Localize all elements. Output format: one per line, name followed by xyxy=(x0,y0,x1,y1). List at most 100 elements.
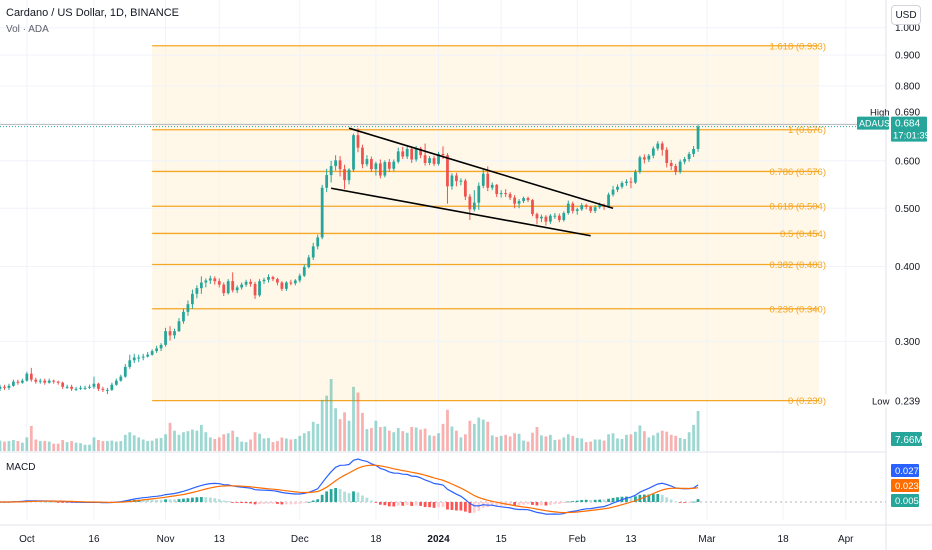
price-axis[interactable]: 0.300 0.400 0.500 0.600 0.800 0.900 1.000 High 0… xyxy=(857,23,930,507)
volume-bar xyxy=(267,437,270,451)
wedge-trend-line[interactable] xyxy=(330,187,591,237)
macd-histogram-bar xyxy=(634,496,637,502)
candle-body xyxy=(544,216,548,222)
volume-bar xyxy=(674,435,678,451)
volume-bar xyxy=(204,432,208,451)
candle-body xyxy=(25,373,29,381)
time-tick-label: 18 xyxy=(370,534,382,545)
volume-bar xyxy=(88,444,91,451)
macd-histogram-bar xyxy=(325,491,329,502)
candle-body xyxy=(692,148,695,154)
candle-body xyxy=(217,281,221,285)
volume-bar xyxy=(61,440,65,451)
volume-bar xyxy=(352,386,355,451)
macd-histogram-bar xyxy=(450,502,454,510)
volume-bar xyxy=(549,434,552,451)
volume-bar xyxy=(392,432,396,451)
time-tick-label: 16 xyxy=(88,534,100,545)
candle-body xyxy=(222,284,226,294)
macd-histogram-bar xyxy=(146,499,150,502)
macd-histogram-bar xyxy=(495,502,499,507)
volume-bar xyxy=(92,437,96,451)
trend-lines[interactable] xyxy=(0,123,886,237)
volume-bar xyxy=(696,411,700,451)
volume-bar xyxy=(47,441,51,451)
candle-body xyxy=(137,357,141,359)
volume-bar xyxy=(253,432,257,451)
volume-bar xyxy=(620,439,624,451)
volume-bar xyxy=(320,399,324,451)
currency-button[interactable]: USD xyxy=(891,5,921,25)
volume-bar xyxy=(195,430,199,451)
volume-bar xyxy=(504,434,508,451)
macd-histogram-bar xyxy=(535,502,539,506)
macd-histogram-bar xyxy=(253,502,257,505)
price-tick-label: 0.500 xyxy=(895,204,920,215)
volume-bar xyxy=(571,435,575,451)
macd-histogram-bar xyxy=(262,502,266,504)
volume-label: Vol · ADA xyxy=(6,24,49,35)
volume-bar xyxy=(347,420,351,451)
macd-histogram-bar xyxy=(191,497,194,502)
fib-retracement[interactable]: 1.618 (0.933) 1 (0.676) 0.786 (0.576) 0.618… xyxy=(152,41,826,407)
macd-histogram-bar xyxy=(669,499,673,502)
volume-bar xyxy=(191,429,194,451)
macd-histogram-bar xyxy=(589,499,593,502)
macd-histogram-bar xyxy=(347,493,351,502)
candle-body xyxy=(629,181,633,183)
candle-body xyxy=(231,281,235,291)
macd-histogram-bar xyxy=(401,502,405,506)
candle-body xyxy=(343,169,346,181)
volume-bar xyxy=(12,440,15,451)
candle-body xyxy=(387,162,391,169)
candle-body xyxy=(155,348,159,352)
volume-bar xyxy=(29,425,33,451)
candle-body xyxy=(12,381,15,386)
macd-histogram-bar xyxy=(696,499,700,502)
candle-body xyxy=(47,380,51,383)
candle-body xyxy=(513,197,516,204)
price-tick-label: 0.400 xyxy=(895,262,920,273)
macd-histogram-bar xyxy=(463,502,467,512)
volume-bar xyxy=(155,438,159,451)
volume-bar xyxy=(226,433,230,451)
volume-bar xyxy=(531,432,534,451)
macd-histogram-bar xyxy=(405,502,409,506)
candle-body xyxy=(262,279,266,282)
candle-body xyxy=(141,356,145,358)
volume-bar xyxy=(316,423,320,451)
fib-level-label: 0.786 (0.576) xyxy=(769,167,826,178)
volume-bar xyxy=(182,432,185,451)
macd-value-text: 0.027 xyxy=(895,466,919,477)
volume-bar xyxy=(249,439,252,451)
last-price-value: 0.684 xyxy=(895,119,920,130)
macd-histogram-bar xyxy=(575,500,579,502)
macd-histogram-bar xyxy=(602,499,606,502)
volume-bar xyxy=(128,432,132,451)
macd-histogram-bar xyxy=(226,501,230,502)
symbol-tag-text: ADAUSD xyxy=(859,119,897,129)
volume-bar xyxy=(401,431,405,451)
macd-histogram-bar xyxy=(199,497,203,502)
candle-body xyxy=(168,331,172,336)
volume-bar xyxy=(280,437,284,451)
macd-histogram-bar xyxy=(186,498,190,502)
candle-body xyxy=(526,198,530,201)
macd-histogram-bar xyxy=(571,501,575,502)
candle-body xyxy=(114,380,118,385)
candle-body xyxy=(159,344,163,349)
time-axis[interactable]: Oct 16 Nov 13 Dec 18 2024 15 Feb 13 Mar 18 Apr xyxy=(19,534,854,545)
candle-body xyxy=(611,189,615,195)
macd-histogram-bar xyxy=(293,502,297,505)
candle-body xyxy=(687,153,691,160)
candle-body xyxy=(298,275,302,281)
macd-histogram-bar xyxy=(356,492,360,502)
candle-body xyxy=(177,321,181,332)
time-tick-label: 13 xyxy=(625,534,637,545)
macd-histogram-bar xyxy=(517,502,521,506)
wedge-trend-line[interactable] xyxy=(348,127,614,210)
volume-bar xyxy=(481,419,485,451)
volume-bar xyxy=(52,443,56,451)
candle-body xyxy=(432,158,436,164)
volume-bar xyxy=(141,439,145,451)
